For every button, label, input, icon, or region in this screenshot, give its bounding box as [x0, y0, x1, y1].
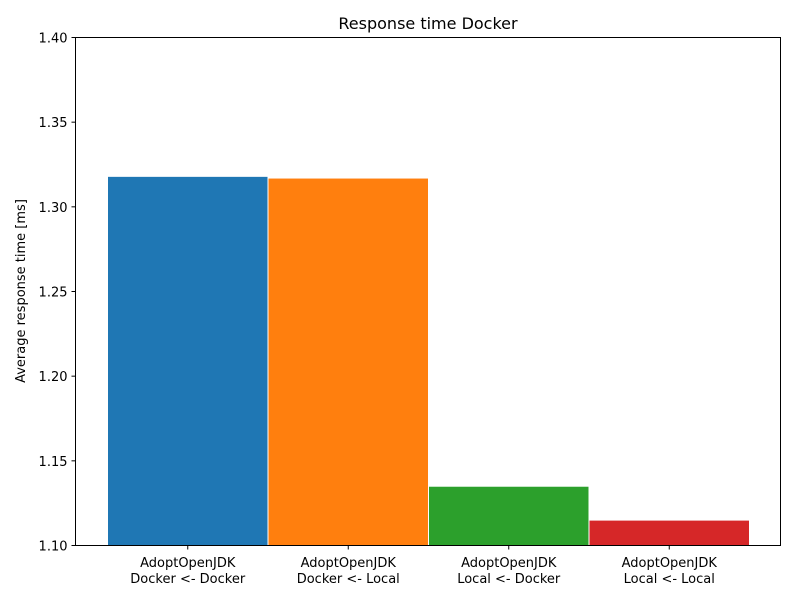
- x-tick-label: AdoptOpenJDK Local <- Docker: [457, 556, 561, 587]
- y-tick-label: 1.25: [39, 286, 68, 301]
- y-tick-label: 1.35: [39, 116, 68, 131]
- bar-2: [267, 177, 429, 546]
- y-tick-label: 1.15: [39, 455, 68, 470]
- x-ticks-group: AdoptOpenJDK Docker <- Docker AdoptOpenJDK…: [130, 545, 718, 587]
- y-tick-label: 1.10: [39, 540, 68, 555]
- y-tick-label: 1.20: [39, 370, 68, 385]
- y-tick-label: 1.30: [39, 201, 68, 216]
- bar-4: [588, 519, 750, 546]
- bars-group: [107, 175, 750, 547]
- y-axis-label: Average response time [ms]: [14, 199, 29, 383]
- y-tick-label: 1.40: [39, 32, 68, 47]
- bar-1: [107, 175, 269, 546]
- bar-3: [428, 485, 590, 547]
- chart-title: Response time Docker: [338, 14, 518, 33]
- x-tick-label: AdoptOpenJDK Docker <- Local: [297, 556, 400, 587]
- x-tick-label: AdoptOpenJDK Docker <- Docker: [130, 556, 246, 587]
- x-tick-label: AdoptOpenJDK Local <- Local: [622, 556, 718, 587]
- y-ticks-group: 1.10 1.15 1.20 1.25 1.30 1.35 1.40: [39, 32, 76, 555]
- plot-frame: [75, 37, 781, 546]
